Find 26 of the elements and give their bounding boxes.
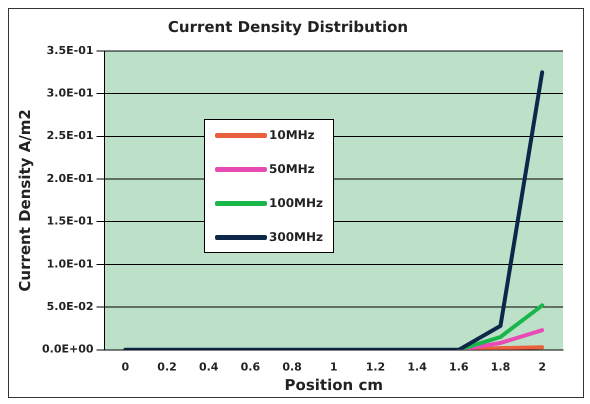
legend-label: 50MHz	[269, 162, 315, 176]
legend-label: 10MHz	[269, 128, 315, 142]
x-tick-label: 0.2	[157, 360, 177, 374]
legend-label: 100MHz	[269, 196, 324, 210]
y-tick-label: 2.5E-01	[46, 129, 94, 142]
x-tick-label: 1	[330, 360, 338, 374]
x-tick-label: 0	[122, 360, 130, 374]
y-tick-label: 0.0E+00	[42, 342, 94, 356]
y-tick-label: 3.0E-01	[46, 86, 94, 100]
legend-label: 300MHz	[269, 230, 324, 244]
x-tick-label: 1.8	[490, 360, 510, 374]
chart-title: Current Density Distribution	[168, 18, 408, 36]
y-tick-label: 2.0E-01	[46, 172, 94, 185]
y-tick-label: 5.0E-02	[46, 300, 94, 313]
x-tick-label: 1.2	[366, 360, 386, 374]
x-tick-label: 1.6	[449, 360, 469, 374]
x-tick-label: 1.4	[407, 360, 428, 374]
x-tick-label: 2	[538, 360, 546, 374]
y-axis-title: Current Density A/m2	[16, 109, 34, 292]
x-axis-title: Position cm	[284, 376, 383, 394]
y-tick-label: 1.0E-01	[46, 257, 94, 270]
x-tick-label: 0.4	[198, 360, 219, 374]
y-tick-label: 3.5E-01	[46, 44, 94, 57]
x-tick-label: 0.6	[240, 360, 260, 374]
y-tick-label: 1.5E-01	[46, 214, 94, 228]
x-tick-label: 0.8	[282, 360, 302, 374]
